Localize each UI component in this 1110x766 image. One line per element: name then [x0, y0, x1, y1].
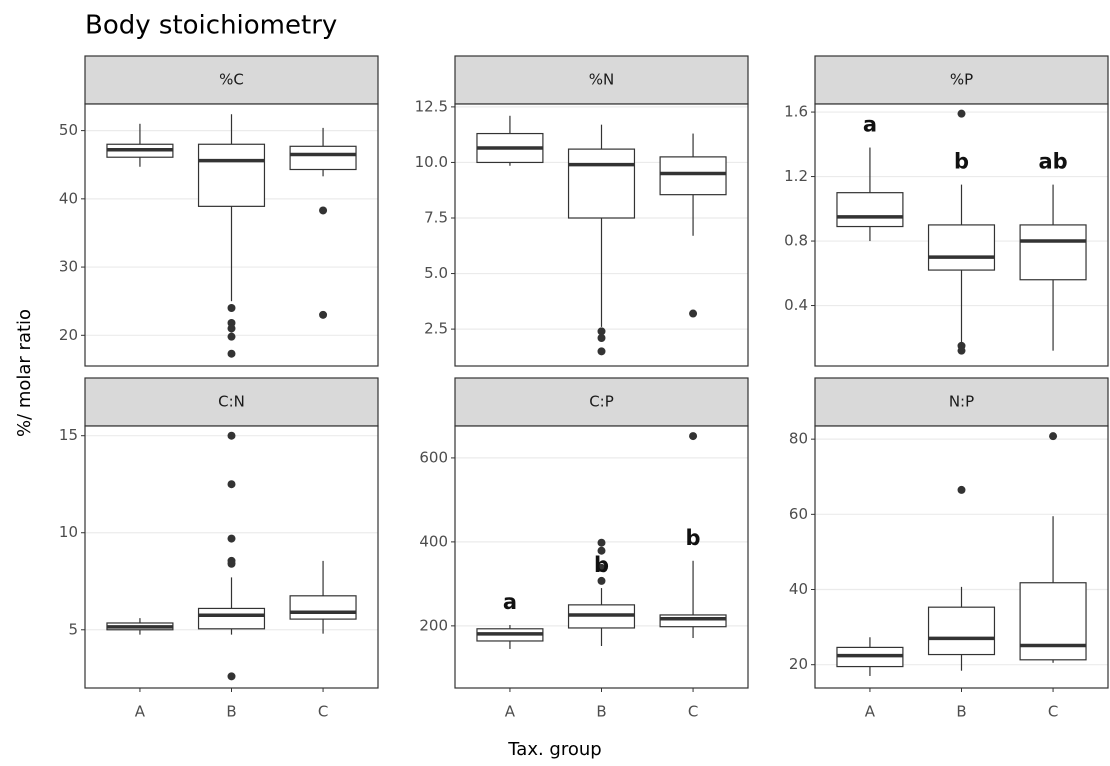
panel-border	[814, 103, 1109, 367]
y-tick-label: 1.6	[784, 103, 808, 121]
outlier	[957, 109, 966, 118]
box	[659, 156, 727, 196]
y-tick-label: 15	[59, 426, 78, 444]
outlier	[227, 480, 236, 489]
significance-letter: b	[954, 150, 969, 174]
x-tick-label: A	[505, 703, 516, 721]
facet-strip	[84, 377, 379, 427]
facet-title: C:P	[589, 393, 614, 411]
box	[289, 145, 357, 171]
outlier	[689, 309, 698, 318]
box	[197, 607, 266, 630]
facet-title: %P	[950, 71, 973, 89]
significance-letter: a	[863, 113, 877, 137]
outlier	[597, 538, 606, 547]
box	[567, 148, 636, 219]
y-tick-label: 60	[789, 505, 808, 523]
outlier	[227, 672, 236, 681]
outlier	[957, 346, 966, 355]
box	[659, 614, 727, 628]
x-tick-label: A	[135, 703, 146, 721]
y-tick-label: 20	[789, 655, 808, 673]
facet-strip	[454, 55, 749, 105]
facet-strip	[454, 377, 749, 427]
x-tick-label: C	[318, 703, 328, 721]
panel-border	[814, 425, 1109, 689]
outlier	[227, 534, 236, 543]
facet-title: C:N	[218, 393, 245, 411]
outlier	[597, 327, 606, 336]
outlier	[227, 349, 236, 358]
outlier	[227, 559, 236, 568]
y-tick-label: 10	[59, 523, 78, 541]
y-tick-label: 50	[59, 121, 78, 139]
outlier	[957, 485, 966, 494]
x-tick-label: B	[596, 703, 606, 721]
chart-title: Body stoichiometry	[85, 11, 337, 41]
facet-title: %N	[589, 71, 614, 89]
box	[289, 595, 357, 620]
x-tick-label: B	[956, 703, 966, 721]
y-tick-label: 0.8	[784, 232, 808, 250]
outlier	[689, 432, 698, 441]
outlier	[597, 576, 606, 585]
box	[927, 606, 996, 656]
panel-border	[84, 425, 379, 689]
y-tick-label: 30	[59, 258, 78, 276]
box	[197, 143, 266, 207]
facet-strip	[84, 55, 379, 105]
y-tick-label: 1.2	[784, 167, 808, 185]
y-tick-label: 10.0	[415, 153, 448, 171]
outlier	[597, 563, 606, 572]
box	[1019, 224, 1087, 281]
y-tick-label: 7.5	[424, 209, 448, 227]
outlier	[227, 304, 236, 313]
outlier	[319, 310, 328, 319]
outlier	[227, 431, 236, 440]
panel-border	[454, 103, 749, 367]
outlier	[597, 334, 606, 342]
outlier	[227, 332, 236, 341]
x-tick-label: C	[1048, 703, 1058, 721]
y-tick-label: 20	[59, 326, 78, 344]
outlier	[597, 546, 606, 555]
y-tick-label: 40	[789, 580, 808, 598]
facet-title: N:P	[949, 393, 974, 411]
y-tick-label: 2.5	[424, 320, 448, 338]
x-tick-label: C	[688, 703, 698, 721]
y-tick-label: 5.0	[424, 264, 448, 282]
y-tick-label: 40	[59, 189, 78, 207]
y-tick-label: 5	[68, 620, 78, 638]
y-tick-label: 12.5	[415, 97, 448, 115]
significance-letter: a	[503, 590, 517, 614]
y-tick-label: 80	[789, 430, 808, 448]
x-axis-label: Tax. group	[507, 739, 601, 760]
outlier	[319, 206, 328, 215]
outlier	[227, 324, 236, 333]
x-tick-label: B	[226, 703, 236, 721]
panel-border	[84, 103, 379, 367]
y-tick-label: 600	[419, 448, 448, 466]
box	[927, 224, 996, 271]
y-tick-label: 400	[419, 532, 448, 550]
box	[836, 192, 904, 228]
facet-title: %C	[219, 71, 244, 89]
panel-border	[454, 425, 749, 689]
box	[1019, 582, 1087, 661]
x-tick-label: A	[865, 703, 876, 721]
y-axis-label: %/ molar ratio	[14, 309, 35, 437]
significance-letter: b	[594, 553, 609, 577]
significance-letter: b	[686, 526, 701, 550]
outlier	[1049, 432, 1058, 441]
y-tick-label: 0.4	[784, 296, 808, 314]
y-tick-label: 200	[419, 616, 448, 634]
outlier	[597, 347, 606, 356]
significance-letter: ab	[1038, 150, 1067, 174]
